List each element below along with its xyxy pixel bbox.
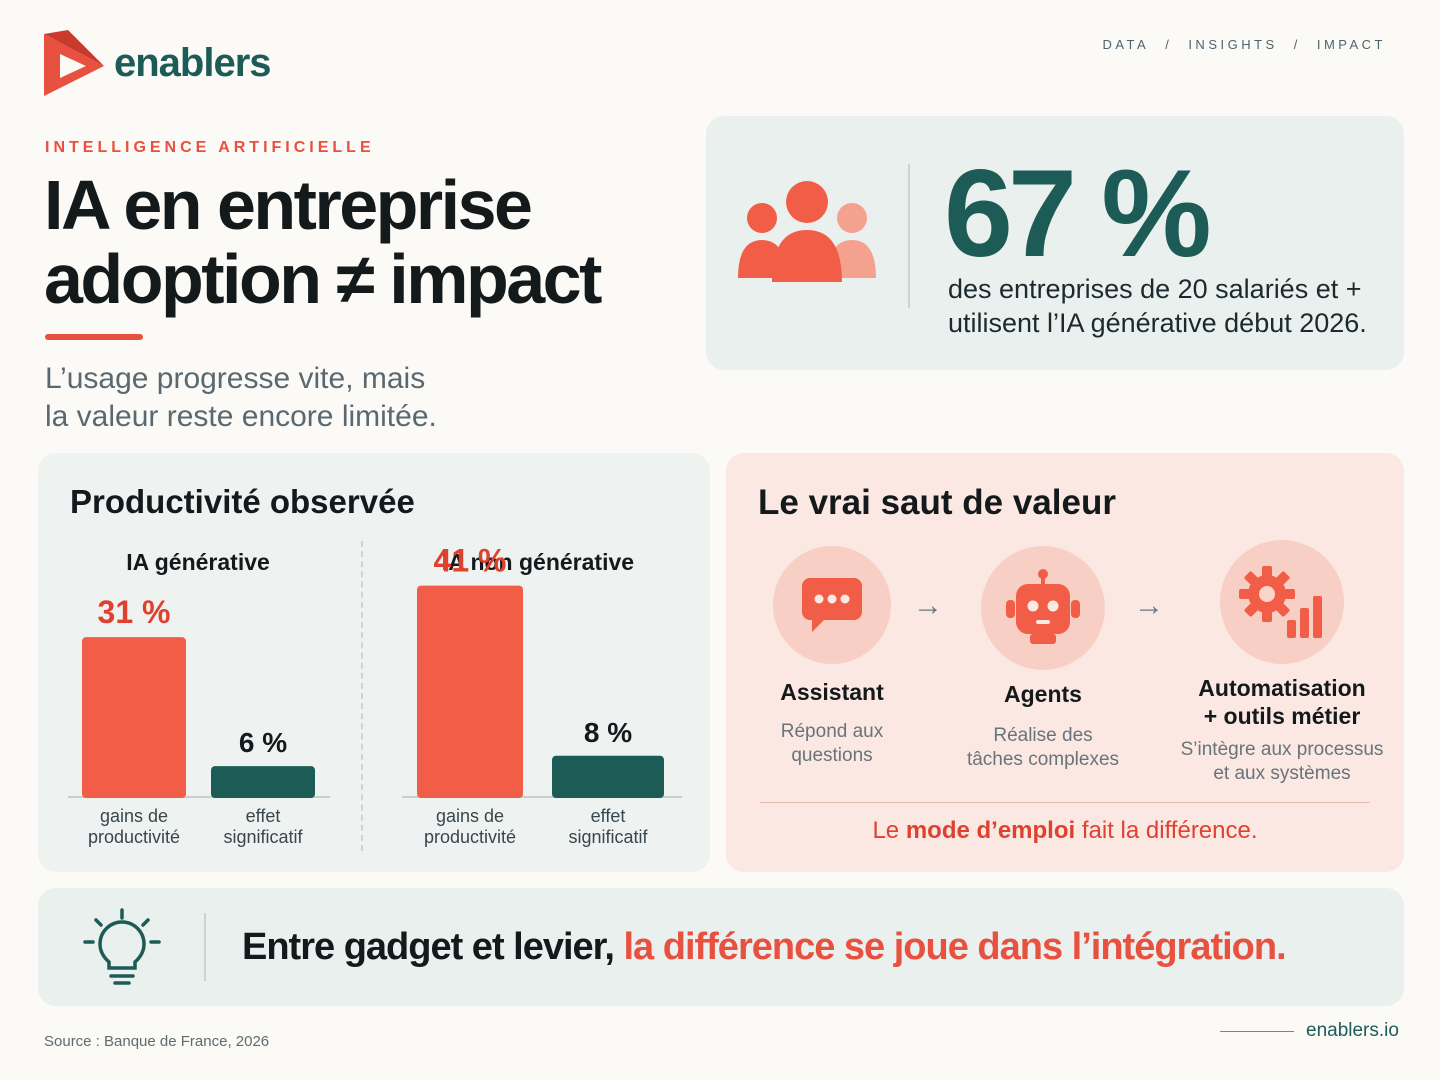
banner-text: Entre gadget et levier, la différence se… [242, 926, 1287, 969]
category-tick-label: productivité [424, 827, 516, 847]
chart-title: IA non générative [442, 549, 634, 575]
step-circle [773, 546, 891, 664]
step-circle [1220, 540, 1344, 664]
step-desc-line: tâches complexes [966, 749, 1120, 770]
category-tick-label: significatif [568, 827, 648, 847]
step-desc-line: et aux systèmes [1213, 763, 1351, 784]
arrow-icon: → [913, 589, 943, 622]
productivity-title: Productivité observée [70, 483, 415, 520]
value-divider [760, 802, 1370, 803]
value-footnote: Le mode d’emploi fait la différence. [726, 817, 1404, 845]
step-automatisation: Automatisation + outils métier S’intègre… [1167, 540, 1397, 786]
step-label: Assistant [780, 679, 884, 705]
arrow-icon: → [1134, 589, 1164, 622]
breadcrumb-item-insights[interactable]: INSIGHTS [1188, 37, 1278, 52]
foot-text: fait la différence. [1075, 817, 1258, 844]
foot-text: Le [872, 817, 906, 844]
conclusion-banner: Entre gadget et levier, la différence se… [38, 888, 1404, 1006]
site-link[interactable]: enablers.io [1306, 1020, 1399, 1041]
step-agents: Agents Réalise des tâches complexes [928, 546, 1158, 772]
chart-bar [211, 766, 315, 798]
category-tick-label: gains de [436, 806, 504, 826]
chart-divider [361, 541, 363, 851]
subtitle-line-1: L’usage progresse vite, mais [45, 362, 426, 395]
breadcrumb-item-impact[interactable]: IMPACT [1316, 37, 1386, 52]
productivity-card: Productivité observée IA générative 31 % g… [38, 453, 710, 872]
stat-desc-line-2: utilisent l’IA générative début 2026. [948, 308, 1367, 338]
bar-value-label: 8 % [584, 717, 632, 748]
category-tick-label: productivité [88, 827, 180, 847]
robot-icon [1006, 569, 1080, 644]
step-desc-line: questions [791, 745, 873, 766]
step-description: S’intègre aux processus et aux systèmes [1167, 738, 1397, 786]
chat-bubble-icon [802, 578, 862, 632]
stat-desc-line-1: des entreprises de 20 salariés et + [948, 274, 1362, 304]
step-desc-line: Répond aux [780, 721, 884, 742]
site-rule [1220, 1031, 1294, 1032]
lightbulb-icon [83, 908, 161, 985]
stat-value: 67 % [944, 145, 1212, 283]
chart-bar [417, 585, 523, 798]
bar-value-label: 6 % [239, 727, 287, 758]
value-title: Le vrai saut de valeur [758, 483, 1116, 522]
chart-title: IA générative [126, 549, 270, 575]
source-note: Source : Banque de France, 2026 [44, 1033, 270, 1050]
people-group-icon [738, 181, 876, 282]
bar-value-label: 41 % [434, 543, 507, 579]
kicker-label: INTELLIGENCE ARTIFICIELLE [45, 139, 375, 156]
play-logo-icon [44, 30, 104, 96]
step-assistant: Assistant Répond aux questions [717, 546, 947, 768]
step-label: Agents [1004, 681, 1082, 707]
step-circle [981, 546, 1105, 670]
step-label-line: + outils métier [1203, 703, 1361, 729]
step-description: Réalise des tâches complexes [928, 724, 1158, 772]
breadcrumb-item-data[interactable]: DATA [1102, 37, 1150, 52]
title-line-1: IA en entreprise [44, 166, 533, 244]
gear-chart-icon [1239, 566, 1322, 638]
breadcrumb-separator: / [1165, 37, 1173, 52]
brand-logo[interactable]: enablers [42, 28, 272, 98]
title-underline [45, 334, 143, 340]
breadcrumb-separator: / [1293, 37, 1301, 52]
brand-name: enablers [114, 40, 272, 85]
category-tick-label: effet [246, 806, 281, 826]
page-title: IA en entreprise adoption ≠ impact [44, 166, 602, 318]
stat-description: des entreprises de 20 salariés et + util… [948, 272, 1388, 340]
stat-card: 67 % des entreprises de 20 salariés et +… [706, 116, 1404, 370]
category-tick-label: effet [591, 806, 626, 826]
banner-lead: Entre gadget et levier, [242, 926, 624, 968]
subtitle-line-2: la valeur reste encore limitée. [45, 400, 437, 433]
page-subtitle: L’usage progresse vite, mais la valeur r… [45, 360, 437, 436]
bar-value-label: 31 % [98, 594, 171, 630]
chart-bar [82, 637, 186, 798]
banner-accent: la différence se joue dans l’intégration… [623, 926, 1286, 968]
title-line-2: adoption ≠ impact [44, 240, 602, 318]
foot-emphasis: mode d’emploi [905, 817, 1076, 844]
stat-divider [908, 164, 910, 308]
step-desc-line: Réalise des [993, 725, 1093, 746]
step-label: Automatisation + outils métier [1167, 674, 1397, 730]
category-tick-label: significatif [223, 827, 303, 847]
banner-divider [204, 913, 206, 981]
step-desc-line: S’intègre aux processus [1180, 739, 1384, 760]
chart-bar [552, 755, 664, 798]
category-tick-label: gains de [100, 806, 168, 826]
step-label-line: Automatisation [1198, 675, 1366, 701]
breadcrumb: DATA / INSIGHTS / IMPACT [1102, 37, 1386, 52]
value-card: Le vrai saut de valeur Assistant Répond … [726, 453, 1404, 872]
step-description: Répond aux questions [717, 720, 947, 768]
